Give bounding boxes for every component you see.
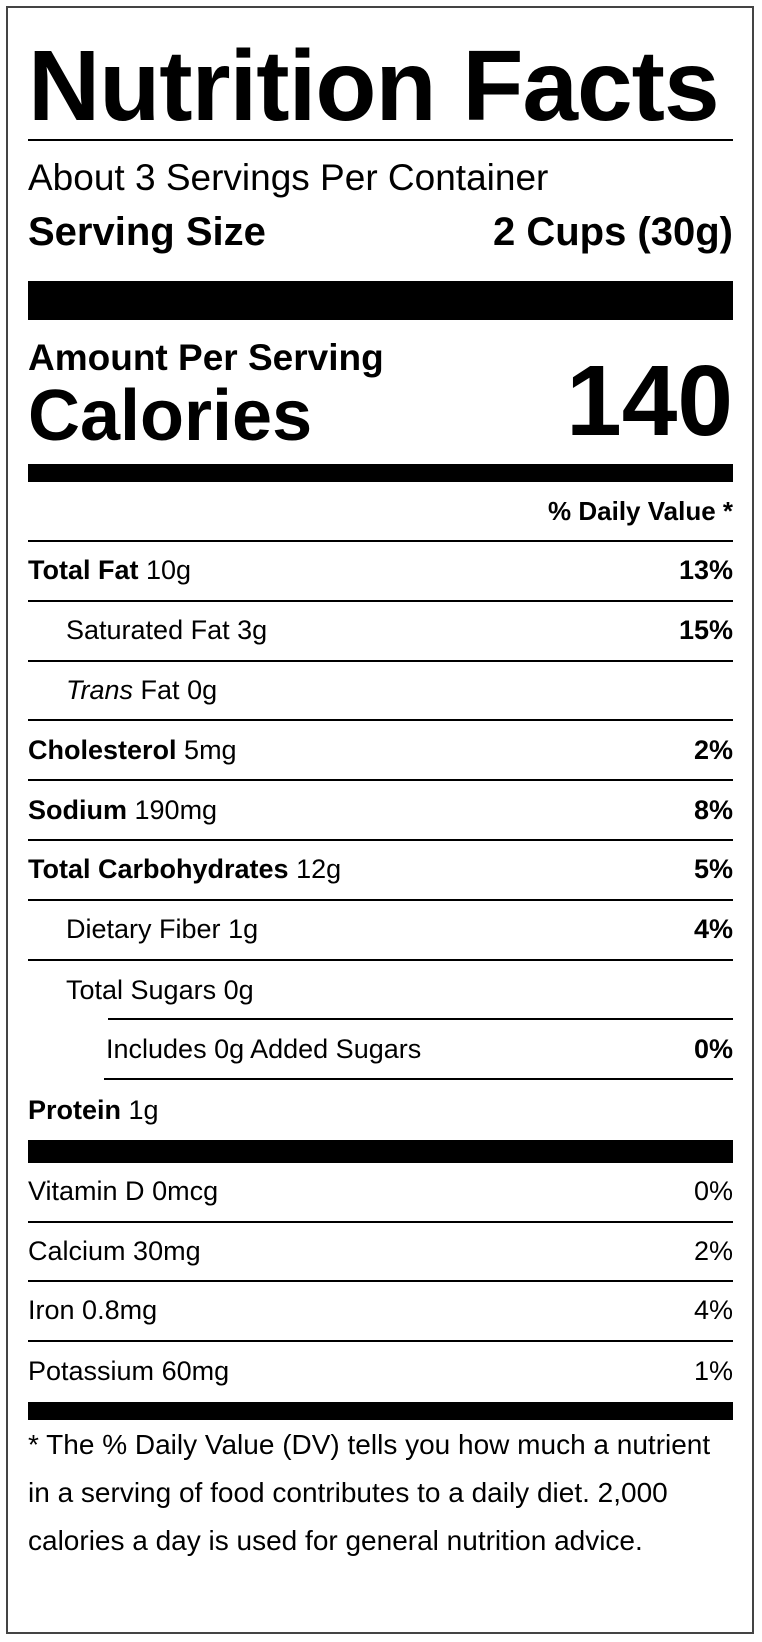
serving-size-label: Serving Size <box>28 210 266 254</box>
divider-medium <box>28 464 733 482</box>
serving-size-row: Serving Size 2 Cups (30g) <box>28 204 733 260</box>
divider-thick <box>28 281 733 320</box>
vitamin-list: Vitamin D 0mcg 0% Calcium 30mg 2% Iron 0.8mg… <box>28 1163 733 1401</box>
nutrient-amount: 1g <box>228 914 259 945</box>
nutrient-row: Protein 1g <box>28 1080 733 1140</box>
servings-per-container: About 3 Servings Per Container <box>28 157 549 198</box>
vitamin-row: Iron 0.8mg 4% <box>28 1282 733 1342</box>
nutrient-name-suffix: Fat <box>140 674 180 705</box>
nutrient-amount: 3g <box>237 615 268 646</box>
nutrient-daily-value: 8% <box>693 794 733 825</box>
vitamin-daily-value: 4% <box>693 1295 733 1326</box>
nutrient-row: Total Carbohydrates 12g 5% <box>28 841 733 901</box>
vitamin-name: Calcium <box>28 1235 126 1266</box>
nutrient-daily-value: 2% <box>693 734 733 765</box>
nutrient-daily-value: 5% <box>693 854 733 885</box>
nutrient-name-group: Dietary Fiber 1g <box>28 914 258 945</box>
nutrient-name: Includes 0g Added Sugars <box>106 1033 422 1064</box>
nutrient-name-group: Total Fat 10g <box>28 555 191 586</box>
vitamin-amount: 0mcg <box>152 1176 219 1207</box>
vitamin-daily-value: 0% <box>693 1176 733 1207</box>
nutrient-name-group: Trans Fat 0g <box>28 675 217 706</box>
vitamin-row: Calcium 30mg 2% <box>28 1223 733 1283</box>
nutrient-amount: 0g <box>187 674 218 705</box>
divider-thin <box>28 540 733 542</box>
nutrient-name-group: Cholesterol 5mg <box>28 735 237 766</box>
vitamin-name-group: Potassium 60mg <box>28 1356 229 1387</box>
vitamin-row: Potassium 60mg 1% <box>28 1342 733 1402</box>
nutrient-list: Total Fat 10g 13% Saturated Fat 3g 15% Trans… <box>28 542 733 1140</box>
vitamin-name: Iron <box>28 1295 75 1326</box>
vitamin-name: Potassium <box>28 1356 155 1387</box>
serving-size-value: 2 Cups (30g) <box>492 210 733 254</box>
nutrient-daily-value: 0% <box>693 1033 733 1064</box>
nutrient-amount: 12g <box>296 854 342 885</box>
vitamin-row: Vitamin D 0mcg 0% <box>28 1163 733 1223</box>
vitamin-amount: 30mg <box>133 1235 201 1266</box>
nutrient-amount: 0g <box>223 974 254 1005</box>
nutrient-name-group: Sodium 190mg <box>28 795 217 826</box>
divider-thin <box>28 139 733 141</box>
nutrient-row: Sodium 190mg 8% <box>28 781 733 841</box>
nutrient-amount: 1g <box>128 1094 159 1125</box>
nutrient-amount: 190mg <box>134 794 218 825</box>
nutrient-name-group: Saturated Fat 3g <box>28 615 267 646</box>
calories-value: 140 <box>566 345 733 457</box>
nutrient-name-group: Protein 1g <box>28 1095 159 1126</box>
nutrient-name: Protein <box>28 1094 122 1125</box>
nutrient-name-group: Total Carbohydrates 12g <box>28 854 341 885</box>
nutrient-amount: 5mg <box>184 734 237 765</box>
nutrient-name-group: Includes 0g Added Sugars <box>104 1034 421 1065</box>
label-title: Nutrition Facts <box>28 30 720 142</box>
nutrient-name: Dietary Fiber <box>66 914 221 945</box>
vitamin-name-group: Vitamin D 0mcg <box>28 1176 218 1207</box>
nutrient-name: Cholesterol <box>28 734 177 765</box>
nutrient-daily-value: 4% <box>693 914 733 945</box>
nutrient-name: Sodium <box>28 794 127 825</box>
footnote: * The % Daily Value (DV) tells you how m… <box>28 1429 711 1556</box>
amount-per-serving: Amount Per Serving <box>28 337 384 378</box>
calories-label: Calories <box>28 376 313 456</box>
nutrient-daily-value: 13% <box>678 555 733 586</box>
vitamin-amount: 60mg <box>161 1356 230 1387</box>
divider-thick <box>28 1140 733 1163</box>
vitamin-name-group: Iron 0.8mg <box>28 1295 157 1326</box>
vitamin-daily-value: 1% <box>693 1356 733 1387</box>
nutrient-row: Total Fat 10g 13% <box>28 542 733 602</box>
nutrient-amount: 10g <box>146 555 192 586</box>
vitamin-name-group: Calcium 30mg <box>28 1236 201 1267</box>
nutrient-row: Saturated Fat 3g 15% <box>28 602 733 662</box>
vitamin-daily-value: 2% <box>693 1235 733 1266</box>
vitamin-name: Vitamin D <box>28 1176 145 1207</box>
nutrient-name: Trans <box>66 674 134 705</box>
nutrient-row: Trans Fat 0g <box>28 662 733 722</box>
vitamin-amount: 0.8mg <box>82 1295 158 1326</box>
nutrient-daily-value: 15% <box>678 615 733 646</box>
nutrient-name: Total Sugars <box>66 974 217 1005</box>
nutrient-row: Cholesterol 5mg 2% <box>28 721 733 782</box>
nutrient-name: Total Fat <box>28 555 139 586</box>
nutrient-name: Saturated Fat <box>66 615 230 646</box>
divider-medium <box>28 1402 733 1420</box>
nutrient-row: Total Sugars 0g <box>28 961 733 1021</box>
nutrient-name: Total Carbohydrates <box>28 854 289 885</box>
nutrient-row: Includes 0g Added Sugars 0% <box>104 1020 733 1081</box>
daily-value-header: % Daily Value * <box>548 496 733 526</box>
nutrient-name-group: Total Sugars 0g <box>28 975 254 1006</box>
label-border <box>6 6 754 1634</box>
nutrient-row: Dietary Fiber 1g 4% <box>28 901 733 961</box>
